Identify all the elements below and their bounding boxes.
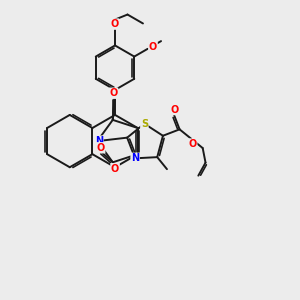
Text: O: O — [111, 164, 119, 174]
Text: O: O — [171, 104, 179, 115]
Text: N: N — [95, 136, 103, 146]
Text: O: O — [97, 143, 105, 153]
Text: O: O — [110, 88, 118, 98]
Text: O: O — [188, 139, 197, 149]
Text: S: S — [141, 119, 148, 129]
Text: N: N — [131, 153, 139, 163]
Text: O: O — [110, 19, 118, 29]
Text: O: O — [149, 42, 157, 52]
